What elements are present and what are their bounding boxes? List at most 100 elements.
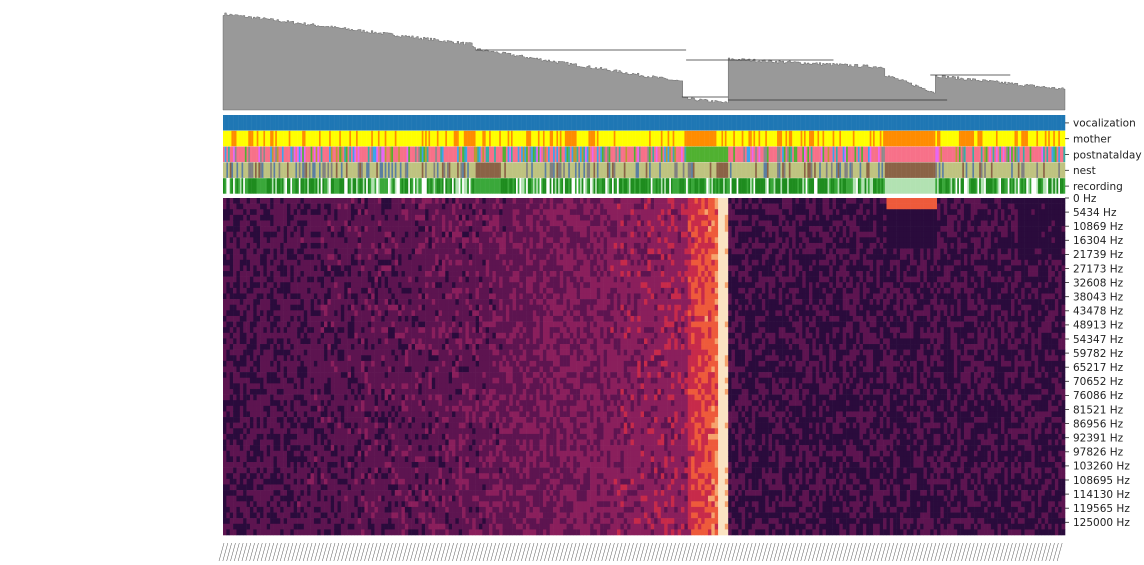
x-tick-mark-13 <box>268 542 274 562</box>
x-tick-mark-54 <box>425 542 431 562</box>
annotation-label-postnatalday: postnatalday <box>1073 149 1142 161</box>
x-tick-mark-114 <box>655 542 661 562</box>
x-tick-mark-211 <box>1026 542 1032 562</box>
y-tick-label-16: 86956 Hz <box>1073 418 1124 430</box>
x-tick-mark-152 <box>800 542 806 562</box>
x-tick-mark-48 <box>402 542 408 562</box>
x-tick-mark-63 <box>459 542 466 562</box>
x-tick-mark-204 <box>999 542 1006 562</box>
x-tick-mark-15 <box>276 542 282 562</box>
x-tick-mark-21 <box>299 542 305 562</box>
x-tick-mark-134 <box>731 542 738 562</box>
x-tick-mark-78 <box>517 542 523 562</box>
x-tick-mark-110 <box>639 542 646 562</box>
x-tick-mark-118 <box>670 542 676 562</box>
x-tick-mark-209 <box>1018 542 1025 562</box>
x-tick-mark-83 <box>536 542 542 562</box>
annotation-labels: vocalization mother postnatalday nest record… <box>1065 118 1142 193</box>
x-tick-mark-87 <box>551 542 558 562</box>
x-tick-mark-30 <box>333 542 340 562</box>
column-tick-labels <box>218 542 1063 562</box>
x-tick-mark-178 <box>900 542 906 562</box>
x-tick-mark-103 <box>612 542 619 562</box>
x-tick-mark-165 <box>850 542 856 562</box>
frequency-tick-labels: 0 Hz 5434 Hz 10869 Hz 16304 Hz 21739 Hz 27173… <box>1065 193 1130 529</box>
x-tick-mark-133 <box>727 542 734 562</box>
x-tick-mark-40 <box>371 542 378 562</box>
x-tick-mark-88 <box>555 542 562 562</box>
x-tick-mark-163 <box>842 542 849 562</box>
annotation-label-nest: nest <box>1073 165 1096 177</box>
x-tick-mark-124 <box>693 542 699 562</box>
x-tick-mark-125 <box>697 542 703 562</box>
x-tick-mark-99 <box>597 542 604 562</box>
x-tick-mark-179 <box>903 542 910 562</box>
x-tick-mark-91 <box>567 542 573 562</box>
x-tick-mark-146 <box>777 542 784 562</box>
x-tick-mark-106 <box>624 542 630 562</box>
x-tick-mark-22 <box>302 542 309 562</box>
x-tick-mark-57 <box>436 542 443 562</box>
x-tick-mark-51 <box>413 542 420 562</box>
x-tick-mark-216 <box>1045 542 1051 562</box>
annotation-label-recording: recording <box>1073 181 1123 193</box>
annotation-bar-nest <box>223 162 1066 178</box>
x-tick-mark-180 <box>907 542 914 562</box>
x-tick-mark-94 <box>578 542 585 562</box>
y-tick-label-0: 0 Hz <box>1073 193 1097 205</box>
x-tick-mark-182 <box>915 542 921 562</box>
x-tick-mark-170 <box>869 542 875 562</box>
x-tick-mark-175 <box>888 542 895 562</box>
x-tick-mark-126 <box>700 542 707 562</box>
x-tick-mark-140 <box>754 542 761 562</box>
x-tick-mark-151 <box>796 542 803 562</box>
x-tick-mark-36 <box>356 542 363 562</box>
x-tick-mark-52 <box>417 542 424 562</box>
x-tick-mark-186 <box>930 542 937 562</box>
x-tick-mark-149 <box>789 542 795 562</box>
x-tick-mark-102 <box>609 542 615 562</box>
column-dendrogram <box>222 12 1066 111</box>
x-tick-mark-25 <box>314 542 320 562</box>
y-tick-label-15: 81521 Hz <box>1073 404 1124 416</box>
x-tick-mark-82 <box>532 542 539 562</box>
x-tick-mark-100 <box>601 542 607 562</box>
y-tick-label-2: 10869 Hz <box>1073 221 1124 233</box>
x-tick-mark-200 <box>984 542 990 562</box>
x-tick-mark-89 <box>559 542 565 562</box>
x-tick-mark-122 <box>685 542 692 562</box>
x-tick-mark-115 <box>658 542 665 562</box>
x-tick-mark-190 <box>945 542 952 562</box>
x-tick-mark-62 <box>456 542 462 562</box>
x-tick-mark-196 <box>968 542 975 562</box>
x-tick-mark-217 <box>1049 542 1055 562</box>
y-tick-label-13: 70652 Hz <box>1073 376 1124 388</box>
x-tick-mark-141 <box>758 542 764 562</box>
x-tick-mark-20 <box>295 542 301 562</box>
x-tick-mark-98 <box>593 542 600 562</box>
y-tick-label-17: 92391 Hz <box>1073 433 1124 445</box>
x-tick-mark-73 <box>498 542 504 562</box>
x-tick-mark-69 <box>482 542 489 562</box>
x-tick-mark-128 <box>708 542 715 562</box>
y-tick-label-23: 125000 Hz <box>1073 517 1130 529</box>
x-tick-mark-117 <box>666 542 673 562</box>
x-tick-mark-55 <box>429 542 435 562</box>
x-tick-mark-38 <box>364 542 370 562</box>
x-tick-mark-154 <box>808 542 814 562</box>
x-tick-mark-74 <box>501 542 508 562</box>
x-tick-mark-143 <box>766 542 772 562</box>
y-tick-label-9: 48913 Hz <box>1073 320 1124 332</box>
x-tick-mark-162 <box>838 542 845 562</box>
x-tick-mark-136 <box>739 542 745 562</box>
x-tick-mark-197 <box>972 542 979 562</box>
x-tick-mark-44 <box>387 542 393 562</box>
x-tick-mark-203 <box>995 542 1002 562</box>
x-tick-mark-34 <box>348 542 355 562</box>
x-tick-mark-160 <box>831 542 837 562</box>
x-tick-mark-95 <box>582 542 588 562</box>
spectrogram-heatmap <box>223 198 1066 536</box>
x-tick-mark-72 <box>494 542 500 562</box>
x-tick-mark-35 <box>352 542 359 562</box>
x-tick-mark-131 <box>720 542 726 562</box>
